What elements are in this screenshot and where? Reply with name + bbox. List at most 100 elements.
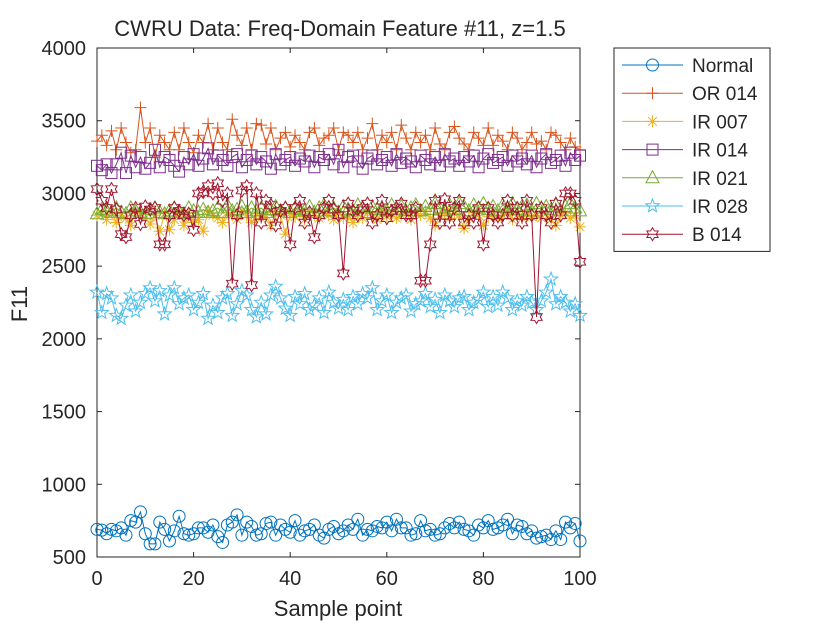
series-normal [90,505,587,551]
data-point [520,193,534,209]
data-point [173,165,186,178]
data-point [540,207,553,220]
data-point [245,216,258,229]
data-point [322,129,335,142]
data-point [409,527,423,541]
data-point [395,119,408,132]
chart-title: CWRU Data: Freq-Domain Feature #11, z=1.… [114,16,565,41]
data-point [292,201,308,215]
data-point [243,301,260,317]
data-point [530,209,543,222]
data-point [206,158,219,171]
data-point [429,151,442,164]
data-point [95,193,109,209]
data-point [274,158,287,171]
data-point [412,292,429,308]
data-point [288,514,302,528]
data-point [499,289,516,305]
data-point [303,522,317,536]
data-point [187,222,201,238]
data-point [431,304,448,320]
data-point [344,288,362,304]
data-point [453,132,466,145]
data-point [177,219,190,232]
legend-item: Normal [622,56,753,77]
data-point [255,119,268,132]
data-point [308,121,321,134]
data-point [94,201,110,215]
data-point [103,289,120,305]
data-point [153,515,167,529]
data-point [173,143,186,156]
data-point [414,149,427,162]
data-point [400,152,413,165]
data-point [322,209,335,222]
data-point [366,149,379,162]
legend: Normal OR 014 IR 007 IR 014 IR 021 IR 028 B 01… [613,47,771,252]
data-point [438,206,451,219]
data-point [148,200,162,216]
data-point [258,305,275,321]
data-point [153,225,166,238]
data-point [303,204,317,220]
data-point [365,215,379,230]
data-point [501,159,514,172]
series-ir-014 [91,142,586,180]
series-line [96,277,581,321]
data-point [511,155,524,168]
data-point [573,254,587,270]
data-point [471,199,486,214]
data-point [574,220,586,233]
data-point [646,87,659,100]
data-point [151,282,168,298]
data-point [467,215,481,230]
data-point [248,308,265,324]
data-point [235,183,249,199]
data-point [510,518,524,532]
legend-label: IR 021 [692,169,748,190]
data-point [394,196,408,212]
data-point [245,277,259,293]
data-point [364,279,381,295]
data-point [190,294,207,310]
data-point [569,153,582,166]
data-point [291,295,308,311]
data-point [143,537,157,551]
data-point [525,126,538,139]
data-point [95,129,108,142]
data-point [572,202,588,217]
data-point [409,200,423,216]
data-point [216,535,230,549]
data-point [545,126,558,139]
data-point [91,209,103,222]
data-point [554,136,567,149]
data-point [380,210,394,226]
data-point [393,289,410,305]
data-point [385,203,399,219]
data-point [375,193,389,209]
data-point [100,200,114,216]
y-tick-label: 500 [53,547,86,569]
data-point [568,193,582,209]
data-point [104,522,118,536]
data-point [197,225,210,238]
data-point [380,151,393,164]
x-tick-label: 20 [182,568,204,590]
data-point [269,217,283,233]
data-point [360,196,374,212]
data-point [436,286,453,303]
data-point [226,151,239,164]
data-point [274,209,287,222]
data-point [272,289,289,305]
data-point [90,181,104,197]
data-point [336,265,350,281]
data-point [422,298,439,314]
data-point [148,537,162,551]
data-point [191,204,206,218]
data-point [124,219,137,232]
data-point [127,302,144,319]
data-point [239,204,255,218]
data-point [185,301,202,317]
data-point [289,210,302,223]
data-point [264,162,277,175]
